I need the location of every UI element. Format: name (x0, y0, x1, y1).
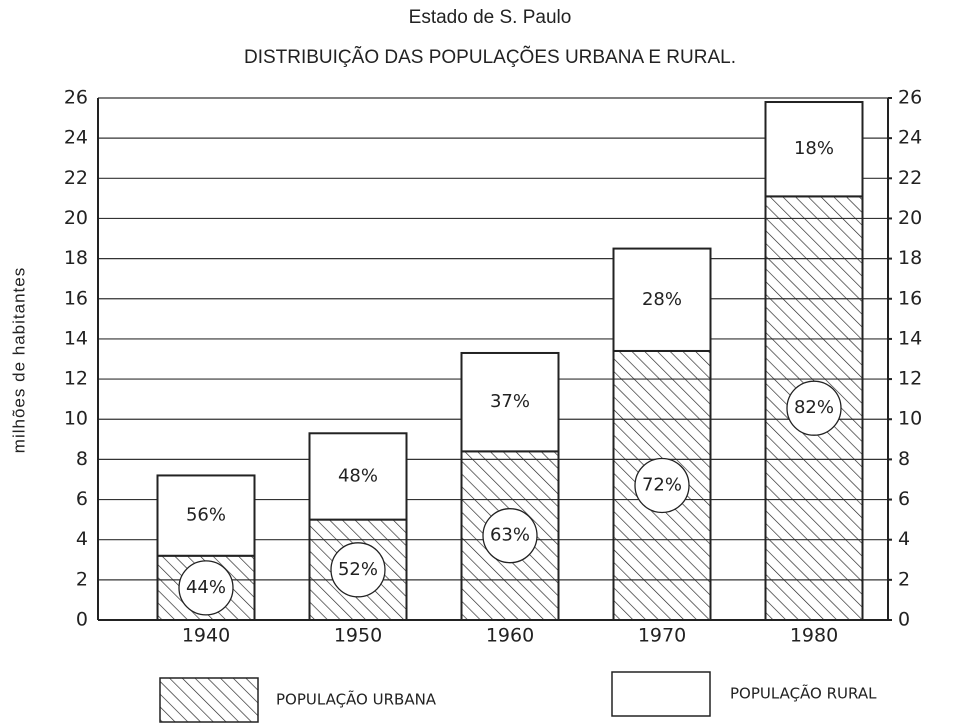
y-tick-label: 10 (64, 408, 88, 430)
y2-tick-label: 0 (898, 609, 910, 631)
bar-segment (308, 518, 408, 621)
value-label: 72% (642, 474, 682, 495)
y2-tick-label: 24 (898, 127, 922, 149)
legend-swatch (159, 677, 259, 723)
value-label: 28% (642, 289, 682, 310)
y2-tick-label: 8 (898, 448, 910, 470)
bar-segment (612, 247, 712, 352)
legend-swatch (611, 671, 711, 717)
label-circle (786, 380, 842, 436)
y-tick-label: 16 (64, 287, 88, 309)
bar-segment (308, 432, 408, 521)
y2-tick-label: 4 (898, 528, 910, 550)
value-label: 52% (338, 559, 378, 580)
y-tick-label: 14 (64, 327, 88, 349)
x-tick-label: 1980 (790, 625, 838, 647)
legend-label: POPULAÇÃO URBANA (276, 690, 437, 709)
y2-tick-label: 26 (898, 87, 922, 109)
value-label: 82% (794, 397, 834, 418)
y2-tick-label: 2 (898, 568, 910, 590)
y2-tick-label: 10 (898, 408, 922, 430)
y2-tick-label: 14 (898, 327, 922, 349)
value-label: 18% (794, 138, 834, 159)
bar-segment (612, 349, 712, 621)
label-circle (178, 560, 234, 616)
y2-tick-label: 20 (898, 207, 922, 229)
label-circle (634, 457, 690, 514)
y2-tick-label: 16 (898, 287, 922, 309)
chart-subtitle: DISTRIBUIÇÃO DAS POPULAÇÕES URBANA E RUR… (244, 46, 736, 68)
value-label: 56% (186, 505, 226, 526)
y2-tick-label: 6 (898, 488, 910, 510)
value-label: 37% (490, 391, 530, 412)
value-label: 44% (186, 577, 226, 598)
legend-label: POPULAÇÃO RURAL (730, 684, 877, 703)
y-tick-label: 6 (76, 488, 88, 510)
y2-tick-label: 18 (898, 247, 922, 269)
y-tick-label: 26 (64, 87, 88, 109)
y-tick-label: 24 (64, 127, 88, 149)
value-label: 48% (338, 465, 378, 486)
y-tick-label: 22 (64, 167, 88, 189)
y2-tick-label: 12 (898, 368, 922, 390)
y-axis-label: milhões de habitantes (9, 267, 28, 453)
y-tick-label: 8 (76, 448, 88, 470)
y-tick-label: 20 (64, 207, 88, 229)
x-tick-label: 1940 (182, 625, 230, 647)
y2-tick-label: 22 (898, 167, 922, 189)
x-tick-label: 1970 (638, 625, 686, 647)
label-circle (330, 542, 386, 598)
label-circle (482, 508, 538, 564)
y-tick-label: 12 (64, 368, 88, 390)
y-tick-label: 18 (64, 247, 88, 269)
value-label: 63% (490, 525, 530, 546)
y-tick-label: 2 (76, 568, 88, 590)
chart-title: Estado de S. Paulo (409, 7, 572, 28)
bar-segment (764, 101, 864, 198)
bar-segment (460, 351, 560, 453)
bar-segment (156, 474, 256, 557)
y-tick-label: 0 (76, 609, 88, 631)
y-tick-label: 4 (76, 528, 88, 550)
x-tick-label: 1950 (334, 625, 382, 647)
x-tick-label: 1960 (486, 625, 534, 647)
